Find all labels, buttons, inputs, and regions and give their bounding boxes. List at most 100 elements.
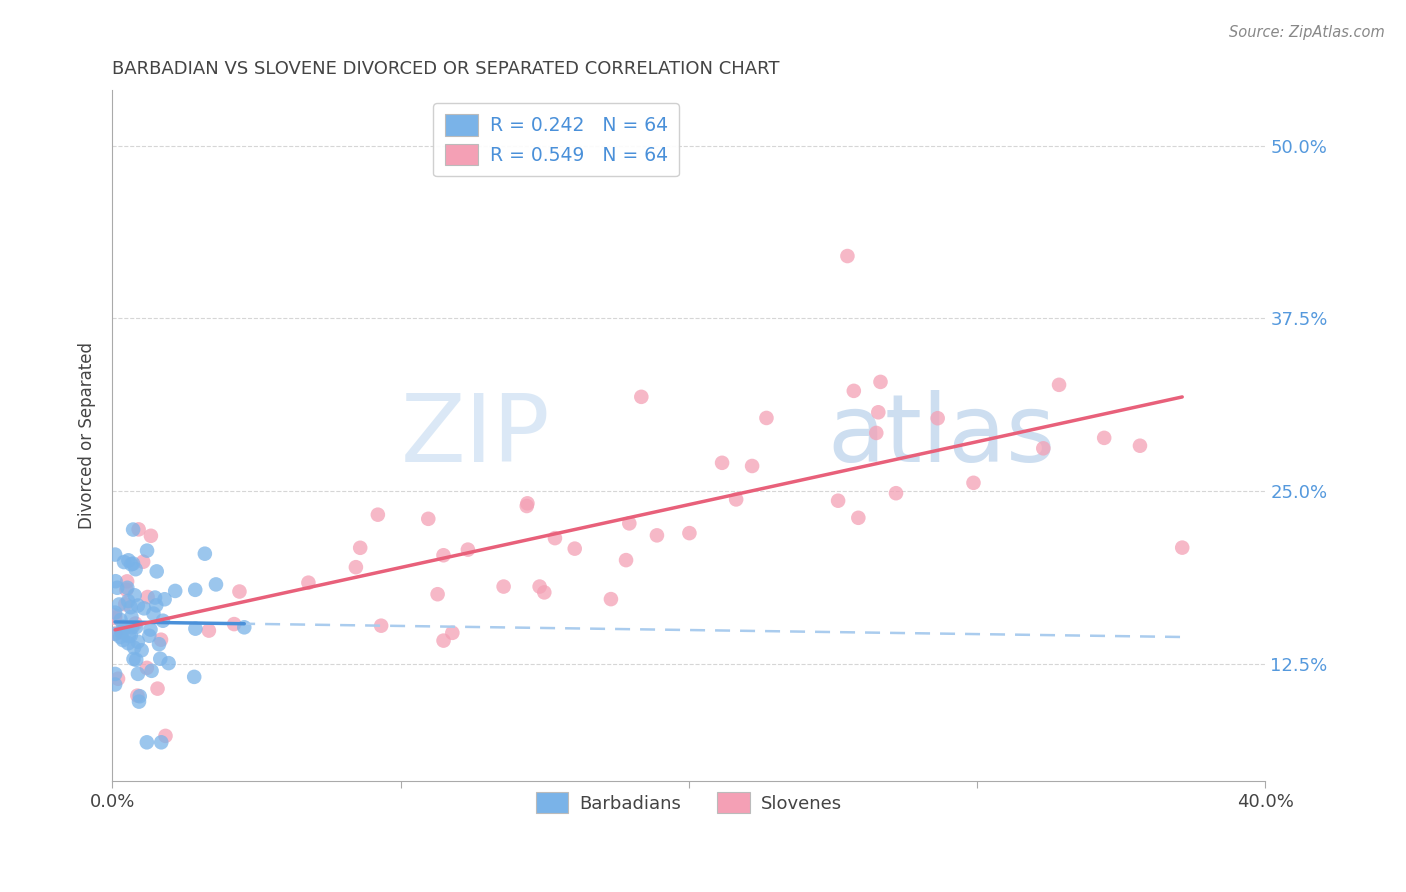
Slovenes (842, 384, 865, 398)
Barbadians (112, 555, 135, 569)
Barbadians (108, 598, 131, 612)
Slovenes (132, 555, 155, 569)
Text: Source: ZipAtlas.com: Source: ZipAtlas.com (1229, 25, 1385, 40)
Slovenes (741, 458, 763, 473)
Slovenes (927, 411, 949, 425)
Slovenes (868, 405, 890, 419)
Text: ZIP: ZIP (401, 390, 551, 482)
Barbadians (145, 565, 167, 579)
Barbadians (122, 523, 145, 537)
Barbadians (125, 653, 148, 667)
Slovenes (614, 553, 637, 567)
Slovenes (111, 625, 134, 640)
Barbadians (122, 557, 145, 571)
Barbadians (139, 623, 162, 637)
Slovenes (516, 499, 538, 513)
Barbadians (138, 629, 160, 643)
Barbadians (148, 637, 170, 651)
Slovenes (128, 522, 150, 536)
Slovenes (1129, 439, 1152, 453)
Barbadians (127, 599, 149, 613)
Slovenes (846, 510, 869, 524)
Barbadians (110, 625, 132, 640)
Slovenes (962, 475, 984, 490)
Barbadians (117, 594, 139, 608)
Barbadians (114, 620, 136, 634)
Barbadians (120, 600, 142, 615)
Barbadians (105, 581, 128, 595)
Slovenes (432, 548, 454, 562)
Barbadians (128, 690, 150, 704)
Barbadians (117, 636, 139, 650)
Barbadians (128, 695, 150, 709)
Barbadians (145, 599, 167, 613)
Slovenes (139, 529, 162, 543)
Barbadians (104, 548, 127, 562)
Slovenes (155, 729, 177, 743)
Text: atlas: atlas (827, 390, 1056, 482)
Barbadians (122, 640, 145, 655)
Barbadians (233, 620, 256, 634)
Slovenes (827, 493, 849, 508)
Barbadians (183, 670, 205, 684)
Slovenes (619, 516, 641, 531)
Slovenes (115, 574, 138, 589)
Barbadians (157, 656, 180, 670)
Slovenes (533, 585, 555, 599)
Slovenes (1171, 541, 1194, 555)
Barbadians (125, 620, 148, 634)
Slovenes (297, 575, 319, 590)
Barbadians (112, 619, 135, 633)
Slovenes (198, 624, 221, 638)
Slovenes (457, 542, 479, 557)
Barbadians (104, 667, 127, 681)
Barbadians (165, 583, 187, 598)
Slovenes (755, 411, 778, 425)
Slovenes (869, 375, 891, 389)
Slovenes (114, 597, 136, 611)
Slovenes (224, 617, 246, 632)
Barbadians (153, 592, 176, 607)
Legend: Barbadians, Slovenes: Barbadians, Slovenes (526, 781, 852, 824)
Slovenes (426, 587, 449, 601)
Barbadians (149, 652, 172, 666)
Barbadians (127, 666, 149, 681)
Slovenes (516, 496, 538, 510)
Slovenes (344, 560, 367, 574)
Barbadians (194, 547, 217, 561)
Barbadians (108, 630, 131, 644)
Barbadians (104, 677, 127, 691)
Barbadians (205, 577, 228, 591)
Barbadians (141, 664, 163, 678)
Slovenes (370, 618, 392, 632)
Text: BARBADIAN VS SLOVENE DIVORCED OR SEPARATED CORRELATION CHART: BARBADIAN VS SLOVENE DIVORCED OR SEPARAT… (112, 60, 780, 78)
Barbadians (121, 610, 143, 624)
Barbadians (117, 581, 139, 595)
Slovenes (529, 580, 551, 594)
Slovenes (104, 611, 127, 625)
Barbadians (152, 614, 174, 628)
Slovenes (432, 633, 454, 648)
Barbadians (135, 735, 157, 749)
Slovenes (104, 608, 127, 623)
Barbadians (184, 622, 207, 636)
Slovenes (135, 661, 157, 675)
Slovenes (711, 456, 734, 470)
Barbadians (104, 627, 127, 641)
Barbadians (132, 601, 155, 615)
Slovenes (600, 592, 623, 607)
Barbadians (131, 643, 153, 657)
Slovenes (1092, 431, 1115, 445)
Barbadians (127, 634, 149, 648)
Slovenes (146, 681, 169, 696)
Slovenes (441, 625, 464, 640)
Slovenes (367, 508, 389, 522)
Barbadians (124, 562, 146, 576)
Barbadians (118, 629, 141, 643)
Barbadians (112, 633, 135, 648)
Barbadians (120, 558, 142, 572)
Slovenes (136, 590, 159, 604)
Slovenes (630, 390, 652, 404)
Slovenes (127, 689, 149, 703)
Slovenes (124, 616, 146, 631)
